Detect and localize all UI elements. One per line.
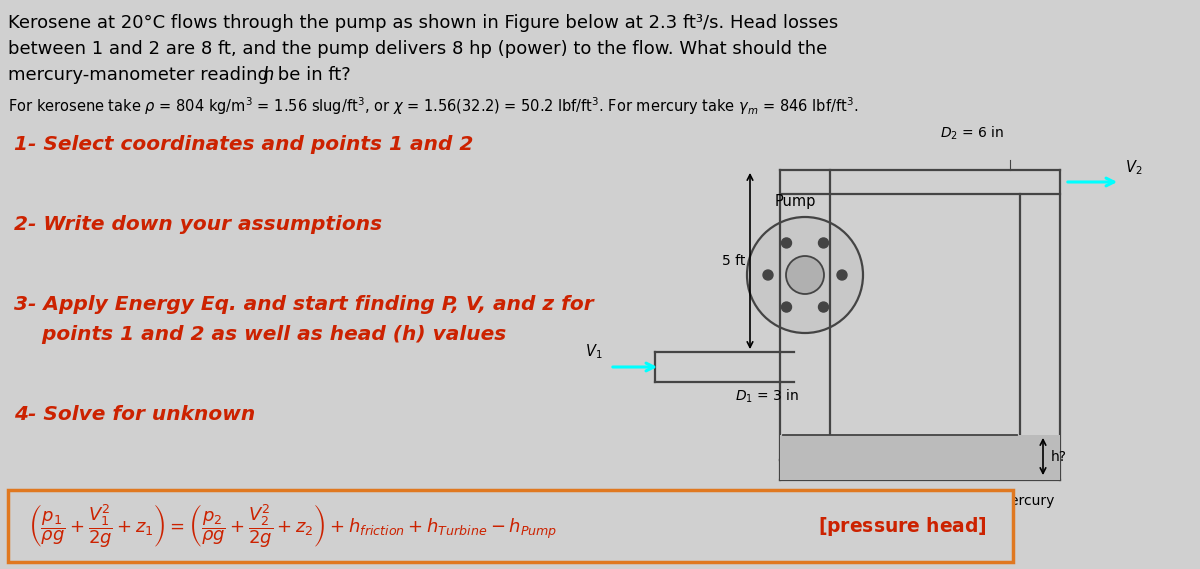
Text: be in ft?: be in ft?	[272, 66, 350, 84]
Text: $\mathbf{[pressure\ head]}$: $\mathbf{[pressure\ head]}$	[818, 514, 986, 538]
Text: points 1 and 2 as well as head (h) values: points 1 and 2 as well as head (h) value…	[14, 325, 506, 344]
Text: h: h	[262, 66, 274, 84]
Text: mercury-manometer reading: mercury-manometer reading	[8, 66, 275, 84]
FancyBboxPatch shape	[8, 490, 1013, 562]
Text: 3- Apply Energy Eq. and start finding P, V, and z for: 3- Apply Energy Eq. and start finding P,…	[14, 295, 594, 314]
Text: 4- Solve for unknown: 4- Solve for unknown	[14, 405, 256, 424]
Circle shape	[818, 238, 828, 248]
Text: Pump: Pump	[774, 194, 816, 209]
Circle shape	[746, 217, 863, 333]
Circle shape	[786, 256, 824, 294]
Text: 1- Select coordinates and points 1 and 2: 1- Select coordinates and points 1 and 2	[14, 135, 473, 154]
Text: Kerosene at 20°C flows through the pump as shown in Figure below at 2.3 ft³/s. H: Kerosene at 20°C flows through the pump …	[8, 14, 839, 32]
Circle shape	[781, 238, 792, 248]
Text: h?: h?	[1051, 450, 1067, 464]
Circle shape	[781, 302, 792, 312]
Text: For kerosene take $\rho$ = 804 kg/m$^3$ = 1.56 slug/ft$^3$, or $\chi$ = 1.56(32.: For kerosene take $\rho$ = 804 kg/m$^3$ …	[8, 95, 858, 117]
Text: $\left(\dfrac{p_1}{\rho g}+\dfrac{V_1^2}{2g}+z_1\right) = \left(\dfrac{p_2}{\rho: $\left(\dfrac{p_1}{\rho g}+\dfrac{V_1^2}…	[28, 502, 557, 550]
Text: $D_1$ = 3 in: $D_1$ = 3 in	[734, 388, 799, 405]
Text: $V_2$: $V_2$	[1126, 158, 1142, 177]
Circle shape	[818, 302, 828, 312]
Text: $V_1$: $V_1$	[586, 343, 604, 361]
Text: $D_2$ = 6 in: $D_2$ = 6 in	[940, 125, 1004, 142]
Circle shape	[838, 270, 847, 280]
Text: 2- Write down your assumptions: 2- Write down your assumptions	[14, 215, 382, 234]
Text: Mercury: Mercury	[998, 494, 1055, 508]
Text: between 1 and 2 are 8 ft, and the pump delivers 8 hp (power) to the flow. What s: between 1 and 2 are 8 ft, and the pump d…	[8, 40, 827, 58]
Bar	[780, 435, 1060, 480]
Text: 5 ft: 5 ft	[721, 254, 745, 268]
Circle shape	[763, 270, 773, 280]
